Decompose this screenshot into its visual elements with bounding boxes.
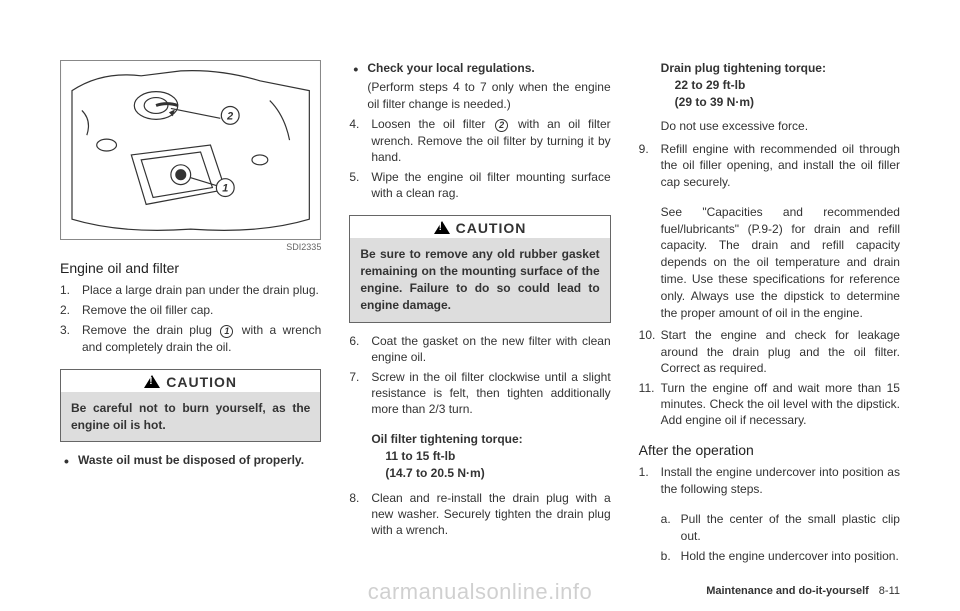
column-2: Check your local regulations. (Perform s… — [349, 60, 610, 550]
step-list: 10.Start the engine and check for leakag… — [639, 327, 900, 432]
torque-spec: Drain plug tightening torque: 22 to 29 f… — [639, 60, 900, 110]
caution-body: Be careful not to burn yourself, as the … — [61, 392, 320, 442]
diagram-code: SDI2335 — [60, 242, 321, 252]
step-item: 1.Install the engine undercover into pos… — [639, 464, 900, 496]
step-item: 6.Coat the gasket on the new filter with… — [349, 333, 610, 365]
step-item: 9.Refill engine with recommended oil thr… — [639, 141, 900, 190]
section-heading: Engine oil and filter — [60, 260, 321, 276]
paragraph: Do not use excessive force. — [639, 118, 900, 135]
section-heading: After the operation — [639, 442, 900, 458]
step-item: 11.Turn the engine off and wait more tha… — [639, 380, 900, 429]
step-item: 10.Start the engine and check for leakag… — [639, 327, 900, 376]
bullet-list: Waste oil must be disposed of properly. — [60, 452, 321, 473]
bullet-item: Check your local regulations. (Perform s… — [367, 60, 610, 112]
caution-body: Be sure to remove any old rubber gasket … — [350, 238, 609, 321]
column-1: 2 1 SDI2335 Engine oil and filter 1.Plac… — [60, 60, 321, 550]
callout-bubble: 1 — [220, 325, 233, 338]
step-list: 9.Refill engine with recommended oil thr… — [639, 141, 900, 194]
step-item: 2.Remove the oil filler cap. — [60, 302, 321, 318]
bullet-item: Waste oil must be disposed of properly. — [78, 452, 321, 469]
bullet-list: Check your local regulations. (Perform s… — [349, 60, 610, 116]
step-list: 8.Clean and re-install the drain plug wi… — [349, 490, 610, 543]
step-item: 1.Place a large drain pan under the drai… — [60, 282, 321, 298]
caution-heading: CAUTION — [61, 370, 320, 392]
step-item: 7.Screw in the oil filter clockwise unti… — [349, 369, 610, 418]
column-3: Drain plug tightening torque: 22 to 29 f… — [639, 60, 900, 550]
step-list: 6.Coat the gasket on the new filter with… — [349, 333, 610, 422]
watermark: carmanualsonline.info — [368, 579, 593, 605]
caution-heading: CAUTION — [350, 216, 609, 238]
warning-icon — [144, 375, 160, 388]
step-item: 4.Loosen the oil filter 2 with an oil fi… — [349, 116, 610, 165]
substep-item: a.Pull the center of the small plastic c… — [639, 511, 900, 545]
manual-page: 2 1 SDI2335 Engine oil and filter 1.Plac… — [60, 60, 900, 550]
step-list: 4.Loosen the oil filter 2 with an oil fi… — [349, 116, 610, 205]
step-list: 1.Install the engine undercover into pos… — [639, 464, 900, 500]
caution-box: CAUTION Be careful not to burn yourself,… — [60, 369, 321, 443]
caution-box: CAUTION Be sure to remove any old rubber… — [349, 215, 610, 322]
torque-spec: Oil filter tightening torque: 11 to 15 f… — [349, 431, 610, 481]
engine-diagram: 2 1 — [60, 60, 321, 240]
step-item: 3.Remove the drain plug 1 with a wrench … — [60, 322, 321, 354]
svg-text:1: 1 — [222, 183, 228, 195]
warning-icon — [434, 221, 450, 234]
substep-item: b.Hold the engine undercover into positi… — [639, 548, 900, 565]
paragraph: See "Capacities and recommended fuel/lub… — [639, 204, 900, 322]
svg-text:2: 2 — [226, 110, 233, 122]
step-list: 1.Place a large drain pan under the drai… — [60, 282, 321, 359]
callout-bubble: 2 — [495, 119, 508, 132]
step-item: 5.Wipe the engine oil filter mounting su… — [349, 169, 610, 201]
step-item: 8.Clean and re-install the drain plug wi… — [349, 490, 610, 539]
page-footer: Maintenance and do-it-yourself8-11 — [706, 585, 900, 597]
